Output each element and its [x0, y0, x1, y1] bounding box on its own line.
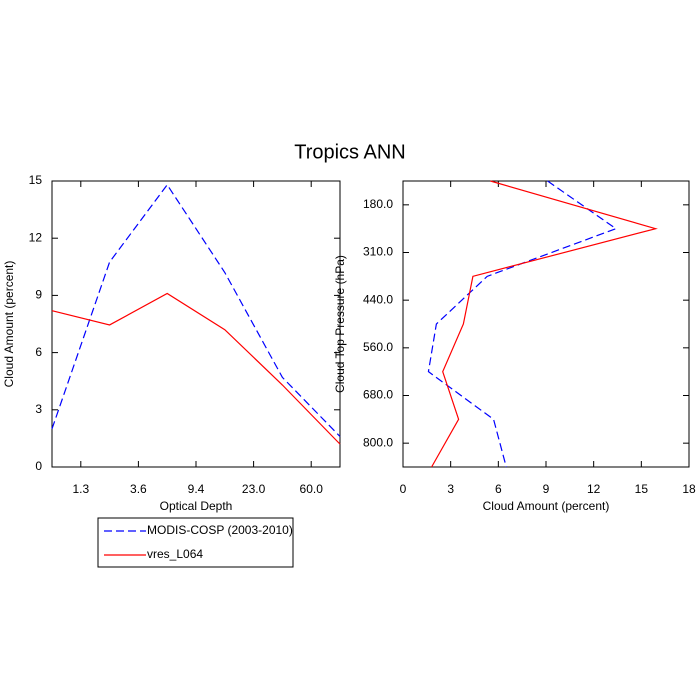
chart-title: Tropics ANN [294, 141, 406, 163]
y-tick-label: 6 [35, 345, 42, 359]
x-axis-label: Optical Depth [160, 499, 233, 513]
x-tick-label: 9.4 [188, 482, 205, 496]
x-tick-label: 60.0 [300, 482, 324, 496]
x-tick-label: 12 [587, 482, 601, 496]
x-tick-label: 9 [543, 482, 550, 496]
legend-label: MODIS-COSP (2003-2010) [147, 523, 293, 537]
y-tick-label: 0 [35, 459, 42, 473]
x-tick-label: 6 [495, 482, 502, 496]
y-axis-label: Cloud Amount (percent) [2, 261, 16, 388]
x-axis-label: Cloud Amount (percent) [483, 499, 610, 513]
data-line [427, 180, 618, 468]
x-tick-label: 1.3 [72, 482, 89, 496]
y-tick-label: 310.0 [363, 245, 393, 259]
data-line [51, 183, 341, 437]
plot-frame [51, 180, 341, 468]
x-tick-label: 18 [682, 482, 696, 496]
plot-frame [402, 180, 690, 468]
data-line [431, 180, 658, 468]
x-tick-label: 23.0 [242, 482, 266, 496]
legend-box [97, 517, 294, 568]
y-tick-label: 9 [35, 288, 42, 302]
x-tick-label: 15 [635, 482, 649, 496]
y-axis-label: Cloud Top Pressure (hPa) [333, 255, 347, 393]
data-line [51, 292, 341, 445]
y-tick-label: 440.0 [363, 292, 393, 306]
x-tick-label: 3.6 [130, 482, 147, 496]
x-tick-label: 0 [400, 482, 407, 496]
x-tick-label: 3 [447, 482, 454, 496]
y-tick-label: 680.0 [363, 388, 393, 402]
y-tick-label: 180.0 [363, 197, 393, 211]
y-tick-label: 800.0 [363, 435, 393, 449]
legend-label: vres_L064 [147, 547, 203, 561]
y-tick-label: 3 [35, 402, 42, 416]
y-tick-label: 560.0 [363, 340, 393, 354]
y-tick-label: 15 [29, 173, 43, 187]
y-tick-label: 12 [29, 230, 43, 244]
